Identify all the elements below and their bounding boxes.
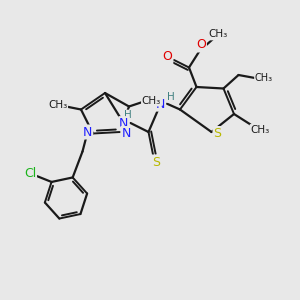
Text: O: O (163, 50, 172, 64)
Text: CH₃: CH₃ (250, 125, 270, 135)
Text: H: H (167, 92, 174, 102)
Text: N: N (83, 125, 92, 139)
Text: N: N (156, 98, 165, 111)
Text: S: S (214, 127, 221, 140)
Text: CH₃: CH₃ (255, 73, 273, 83)
Text: S: S (152, 155, 160, 169)
Text: Cl: Cl (24, 167, 36, 180)
Text: CH₃: CH₃ (48, 100, 67, 110)
Text: H: H (124, 110, 131, 121)
Text: N: N (119, 117, 129, 130)
Text: CH₃: CH₃ (142, 95, 161, 106)
Text: CH₃: CH₃ (208, 29, 228, 40)
Text: N: N (121, 127, 131, 140)
Text: O: O (196, 38, 206, 52)
